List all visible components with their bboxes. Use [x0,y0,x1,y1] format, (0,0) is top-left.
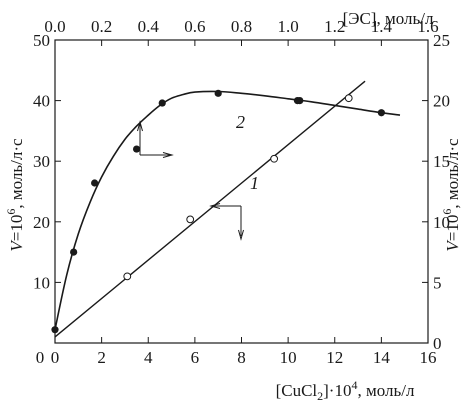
y-right-tick-label: 10 [433,213,450,232]
series-2-arrow-right-head [162,152,174,158]
series-2-point [132,145,141,153]
x-bottom-tick-label: 10 [280,348,297,367]
series-2-point [158,99,166,107]
x-bottom-tick-label: 16 [420,348,437,367]
series-1-point [123,272,132,281]
x-top-tick-label: 1.0 [278,17,299,36]
series-1-point [344,94,353,103]
y-left-tick-label: 10 [33,273,50,292]
series-lines [54,80,401,338]
series-2-arrow-up-head [137,120,143,132]
series-2-curve [54,90,401,330]
x-bottom-tick-label: 12 [326,348,343,367]
x-top-tick-label: 0.0 [44,17,65,36]
series-1-fit-line [54,80,366,338]
x-bottom-tick-label: 6 [191,348,200,367]
x-top-tick-label: 1.6 [417,17,438,36]
series-1-axis-arrows [209,203,244,241]
x-top-tick-label: 0.8 [231,17,252,36]
ticks [54,39,429,344]
y-axis-right-title: V=106, моль/л·с [440,138,462,252]
y-right-tick-label: 5 [433,273,442,292]
x-top-tick-label: 0.2 [91,17,112,36]
y-axis-left-title: V=106, моль/л·с [4,138,26,252]
y-left-tick-label: 40 [33,92,50,111]
tick-labels: 0 2 4 6 8 10 12 14 160.0 0.2 0.4 0.6 0.8 1.0 1.2 1.4 1.6… [33,17,450,367]
y-right-tick-label: 15 [433,152,450,171]
y-left-tick-label: 30 [33,152,50,171]
y-right-tick-label: 0 [433,334,442,353]
series-2-point [51,326,59,334]
x-bottom-tick-label: 2 [97,348,106,367]
x-bottom-tick-label: 8 [237,348,246,367]
x-bottom-tick-label: 4 [144,348,153,367]
y-left-origin-label: 0 [36,348,45,367]
series-2-point [70,248,78,256]
y-left-tick-label: 20 [33,213,50,232]
series-2-point [91,179,99,187]
series-1-point [270,154,279,163]
x-axis-bottom-title: [CuCl2]·104, моль/л [276,378,415,403]
x-bottom-tick-label: 14 [373,348,391,367]
series-1-arrow-down-head [238,229,244,241]
x-bottom-tick-label: 0 [51,348,60,367]
plot-frame [54,39,429,344]
series-1-label: 1 [250,173,259,193]
series-markers [51,89,385,334]
y-right-tick-label: 25 [433,31,450,50]
series-2-point [214,89,222,97]
x-top-tick-label: 1.2 [324,17,345,36]
x-top-tick-label: 0.6 [184,17,205,36]
series-2-point [377,109,385,117]
series-2-point [296,97,304,105]
series-2-axis-arrows [137,120,174,158]
series-1-point [186,215,195,224]
x-top-tick-label: 0.4 [138,17,160,36]
series-1-arrow-left-head [209,203,221,209]
x-top-tick-label: 1.4 [371,17,393,36]
series-2-label: 2 [236,112,245,132]
y-left-tick-label: 50 [33,31,50,50]
y-right-tick-label: 20 [433,92,450,111]
x-axis-top-title: [ЭС], моль/л [343,9,434,28]
